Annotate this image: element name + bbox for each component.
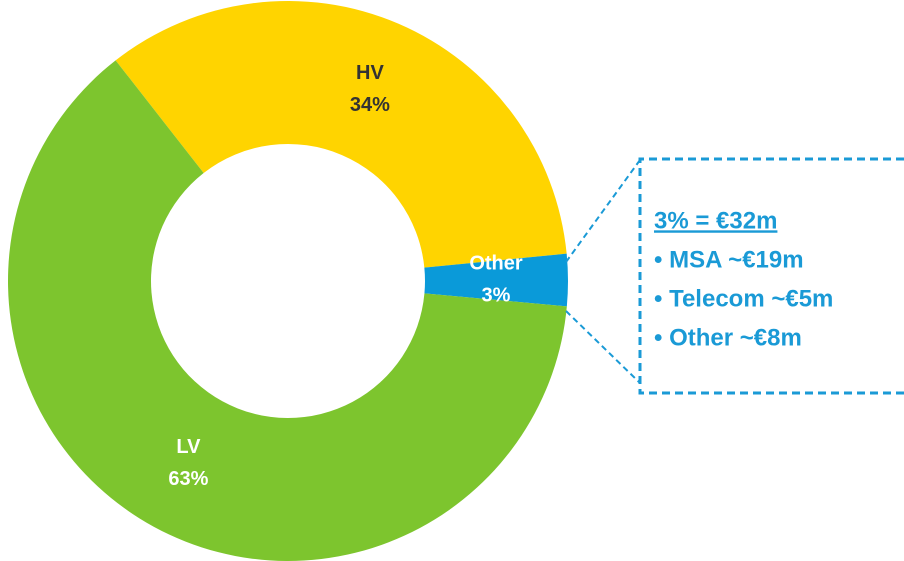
- slices: [8, 1, 568, 561]
- callout-box: [638, 157, 904, 395]
- callout-connector: [565, 310, 641, 384]
- slice: [115, 1, 567, 268]
- slice-label: HV: [356, 62, 384, 84]
- callout-item: • Telecom ~€5m: [654, 285, 833, 312]
- slice-value: 34%: [350, 94, 390, 116]
- slice: [424, 253, 568, 307]
- callout-connector: [565, 159, 641, 263]
- slice-value: 63%: [168, 468, 208, 490]
- slice-value: 3%: [482, 285, 511, 307]
- callout-item: • MSA ~€19m: [654, 246, 804, 273]
- callout-item: • Other ~€8m: [654, 324, 802, 351]
- slice-label: LV: [176, 436, 201, 458]
- slice-label: Other: [469, 253, 523, 275]
- callout-title: 3% = €32m: [654, 207, 777, 234]
- slice: [8, 60, 567, 561]
